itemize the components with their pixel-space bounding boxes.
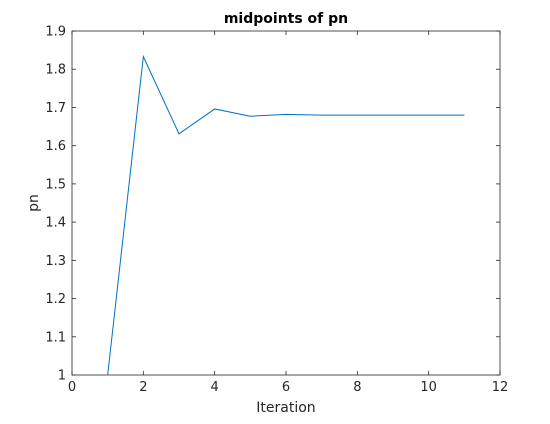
y-tick-label: 1.1 xyxy=(45,330,66,345)
y-axis-ticks: 1 1.1 1.2 1.3 1.4 1.5 1.6 1.7 1.8 1.9 xyxy=(45,25,500,384)
y-tick-label: 1.8 xyxy=(45,63,66,78)
x-tick-label: 10 xyxy=(420,380,437,395)
series-layer xyxy=(107,54,465,376)
series-line xyxy=(107,54,465,376)
y-tick-label: 1.4 xyxy=(45,216,66,231)
x-tick-label: 0 xyxy=(68,380,76,395)
plot-area xyxy=(71,30,501,376)
y-tick-label: 1.6 xyxy=(45,139,66,154)
y-axis-label: pn xyxy=(26,194,42,212)
y-tick-label: 1 xyxy=(58,369,66,384)
chart-title: midpoints of pn xyxy=(224,11,348,27)
x-tick-label: 12 xyxy=(492,380,509,395)
y-tick-label: 1.7 xyxy=(45,101,66,116)
x-tick-label: 2 xyxy=(139,380,147,395)
y-tick-label: 1.2 xyxy=(45,292,66,307)
x-axis-ticks: 0 2 4 6 8 10 12 xyxy=(68,31,508,395)
y-tick-label: 1.5 xyxy=(45,177,66,192)
x-axis-label: Iteration xyxy=(256,400,315,416)
x-tick-label: 6 xyxy=(282,380,290,395)
y-tick-label: 1.9 xyxy=(45,25,66,40)
y-tick-label: 1.3 xyxy=(45,254,66,269)
x-tick-label: 4 xyxy=(211,380,219,395)
x-tick-label: 8 xyxy=(353,380,361,395)
